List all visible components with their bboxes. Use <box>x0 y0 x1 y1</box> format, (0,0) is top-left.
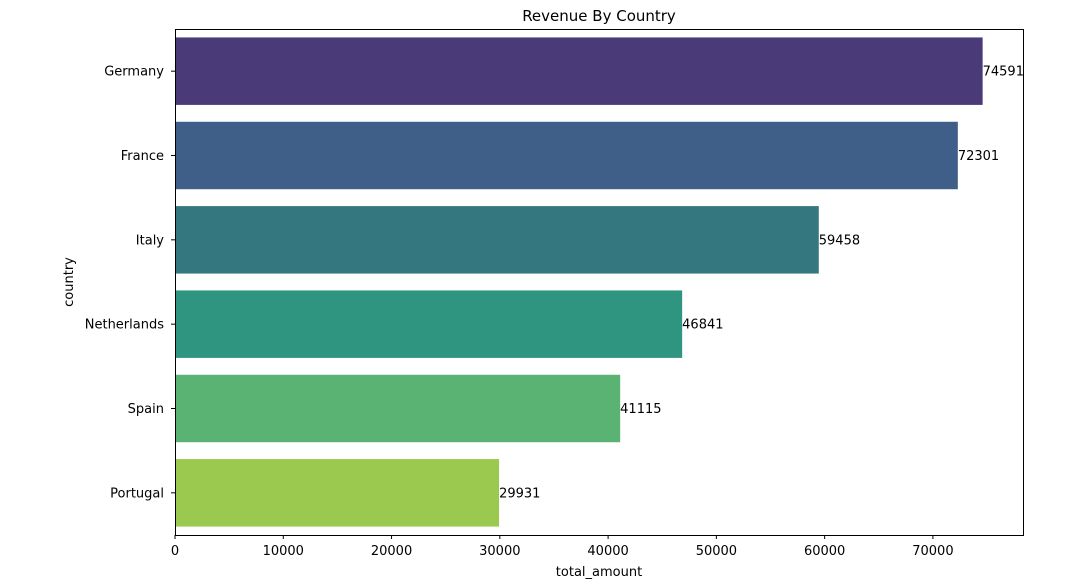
x-tick-label: 70000 <box>912 544 953 559</box>
x-axis-label: total_amount <box>556 565 642 580</box>
value-label-france: 72301 <box>958 149 999 164</box>
x-axis-ticks: 0 10000 20000 30000 40000 50000 60000 70000 <box>171 535 954 559</box>
y-tick-label-portugal: Portugal <box>110 486 164 501</box>
bar-france <box>175 121 958 190</box>
value-label-spain: 41115 <box>620 402 661 417</box>
x-tick-label: 0 <box>171 544 179 559</box>
value-label-portugal: 29931 <box>499 486 540 501</box>
value-labels-group: 74591 72301 59458 46841 41115 29931 <box>499 65 1024 502</box>
bar-italy <box>175 206 819 274</box>
bar-spain <box>175 374 621 443</box>
chart-title: Revenue By Country <box>522 7 676 25</box>
x-tick-label: 40000 <box>587 544 628 559</box>
bar-portugal <box>175 459 500 527</box>
value-label-netherlands: 46841 <box>682 318 723 333</box>
y-tick-label-spain: Spain <box>128 402 164 417</box>
x-tick-label: 10000 <box>263 544 304 559</box>
plot-frame <box>175 29 1024 536</box>
x-tick-label: 20000 <box>371 544 412 559</box>
value-label-italy: 59458 <box>819 233 860 248</box>
value-label-germany: 74591 <box>983 65 1024 80</box>
bars-group <box>175 37 983 527</box>
y-axis-label: country <box>62 257 77 307</box>
y-tick-label-germany: Germany <box>104 65 164 80</box>
bar-germany <box>175 37 983 105</box>
y-tick-label-netherlands: Netherlands <box>85 318 164 333</box>
x-tick-label: 50000 <box>696 544 737 559</box>
bar-netherlands <box>175 290 683 358</box>
x-tick-label: 30000 <box>479 544 520 559</box>
x-tick-label: 60000 <box>804 544 845 559</box>
y-tick-label-italy: Italy <box>136 233 165 248</box>
y-axis-ticks: Germany France Italy Netherlands Spain Portug… <box>85 65 175 501</box>
y-tick-label-france: France <box>121 149 164 164</box>
